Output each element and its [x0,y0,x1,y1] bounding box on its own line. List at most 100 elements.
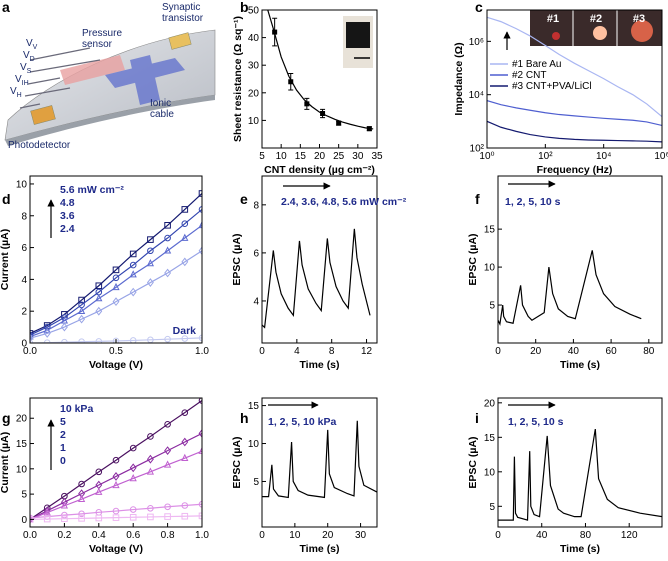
x-tick-label: 40 [536,530,548,541]
marker [163,460,172,468]
marker [146,467,155,475]
marker [181,233,189,241]
plot-area [267,10,374,132]
plot-area [30,190,202,343]
y-tick-label: 20 [484,398,496,409]
y-axis-title: Sheet resistance (Ω sq⁻¹) [232,16,244,142]
y-tick-label: 2 [21,307,27,318]
annotation: 1, 2, 5, 10 kPa [268,416,336,428]
y-axis-title: Current (µA) [0,432,11,493]
marker [198,246,202,256]
x-tick-label: 10² [538,151,553,162]
x-tick-label: 40 [568,346,580,357]
x-tick-label: 60 [606,346,618,357]
marker [304,101,310,107]
y-axis-title: Current (µA) [0,229,11,290]
x-tick-label: 12 [361,346,373,357]
series-line [30,224,202,338]
legend-label: 5.6 mW cm⁻² [60,184,124,196]
inset-label: #1 [547,13,559,25]
device-label: Synaptic transistor [162,2,204,24]
y-tick-label: 15 [484,225,496,236]
series-line [30,450,202,520]
marker [95,468,103,476]
y-tick-label: 10 [248,439,260,450]
text-sub: S [27,68,32,75]
y-tick-label: 5 [21,490,27,501]
marker [164,335,171,343]
substrate-edge [5,95,215,146]
plot-area [262,228,371,329]
plot-frame [486,9,663,149]
y-tick-label: 4 [253,296,259,307]
marker [198,428,202,438]
device-label: Ionic cable [150,98,174,120]
y-tick-label: 4 [21,275,27,286]
cnt-film [346,22,370,48]
marker [112,337,120,343]
y-tick-label: 5 [489,502,495,513]
legend-label: 1 [60,442,66,454]
marker [61,338,68,343]
series-line [30,193,202,335]
legend-label: 2 [60,429,66,441]
y-axis-title: EPSC (µA) [231,436,243,488]
ionic-cable [105,55,185,105]
x-tick-label: 20 [322,530,334,541]
x-axis-title: CNT density (µg cm⁻²) [264,164,375,176]
marker [43,508,51,516]
x-axis-title: Frequency (Hz) [537,164,613,176]
x-tick-label: 0.0 [23,346,37,357]
x-axis-title: Time (s) [299,359,339,371]
series-line [30,400,202,520]
y-tick-label: 30 [248,61,260,72]
y-axis-title: Impedance (Ω) [453,42,465,115]
series-line [30,515,202,521]
legend-label: #3 CNT+PVA/LiCl [512,81,592,92]
marker [78,314,86,324]
marker [78,480,85,488]
x-tick-label: 80 [580,530,592,541]
y-tick-label: 15 [484,433,496,444]
x-tick-label: 0 [259,346,265,357]
x-axis-title: Time (s) [299,543,339,555]
y-axis-title: EPSC (µA) [467,233,479,285]
x-tick-label: 10⁰ [479,151,494,162]
marker [95,338,103,343]
marker [181,437,189,447]
marker [60,322,68,332]
marker [146,454,154,464]
text-main: V [26,38,33,49]
x-tick-label: 120 [621,530,638,541]
plot-area [498,428,662,521]
marker [146,278,154,287]
y-tick-label: 0 [21,515,27,526]
y-tick-label: 10⁶ [469,37,484,48]
marker [198,446,202,454]
plot-frame [261,175,378,344]
marker [61,511,68,519]
x-tick-label: 30 [355,530,367,541]
marker [181,335,189,342]
led [552,32,560,40]
marker [30,333,34,343]
x-tick-label: 10⁶ [654,151,668,162]
y-tick-label: 15 [248,401,260,412]
voltage-label: VIH [15,74,29,87]
text-main: V [10,86,17,97]
marker [181,512,189,520]
series-line [487,16,662,118]
marker [129,261,137,269]
marker [95,294,103,302]
text-main: V [20,62,27,73]
text-line: Synaptic [162,2,200,13]
plot-area [30,398,202,524]
x-tick-label: 8 [329,346,335,357]
voltage-label: VV [26,38,38,51]
marker [336,120,342,126]
y-axis-title: EPSC (µA) [467,436,479,488]
marker [77,494,86,502]
y-tick-label: 0 [21,339,27,350]
marker [198,220,202,229]
